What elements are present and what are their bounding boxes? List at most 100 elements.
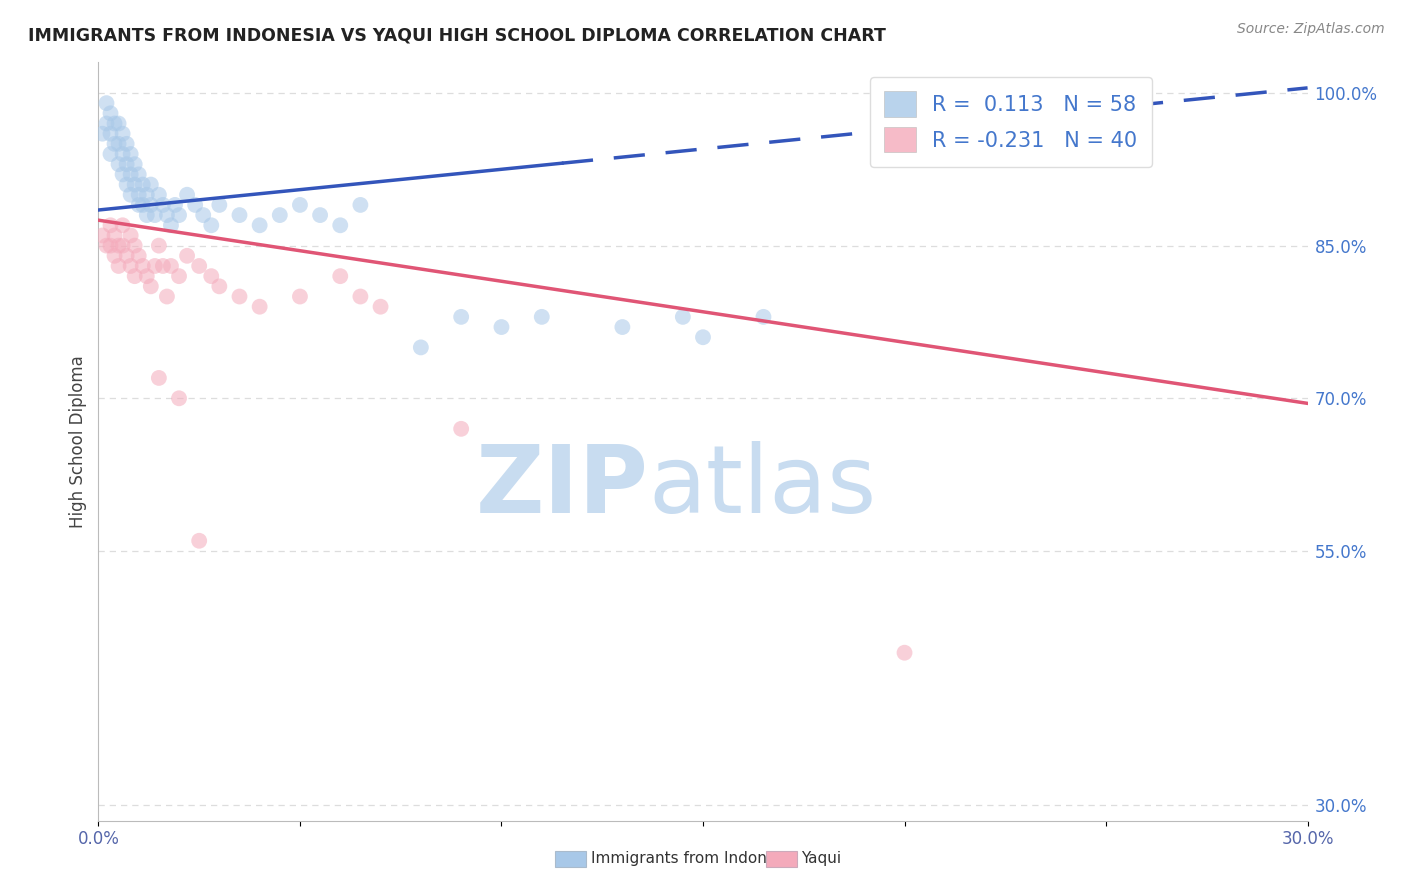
Point (132, 259, 155, 273)
Point (491, 320, 513, 334)
Text: atlas: atlas (648, 441, 877, 533)
Point (188, 259, 211, 273)
Point (128, 198, 150, 212)
Point (135, 208, 157, 222)
Point (530, 310, 553, 324)
Point (120, 228, 142, 243)
Point (107, 238, 129, 252)
Point (124, 178, 146, 192)
Point (100, 219, 122, 233)
Point (156, 208, 179, 222)
Point (139, 198, 162, 212)
Point (249, 300, 271, 314)
Point (612, 320, 634, 334)
Point (249, 219, 271, 233)
Point (184, 198, 207, 212)
Point (309, 208, 332, 222)
Point (115, 249, 138, 263)
Point (193, 208, 215, 222)
Point (115, 178, 138, 192)
Point (893, 646, 915, 660)
Point (135, 269, 157, 284)
Point (139, 178, 162, 192)
Point (107, 157, 129, 171)
Point (107, 136, 129, 151)
Text: Immigrants from Indonesia: Immigrants from Indonesia (591, 852, 797, 866)
Point (269, 208, 291, 222)
Point (672, 310, 695, 324)
Text: IMMIGRANTS FROM INDONESIA VS YAQUI HIGH SCHOOL DIPLOMA CORRELATION CHART: IMMIGRANTS FROM INDONESIA VS YAQUI HIGH … (28, 27, 886, 45)
Point (128, 187, 150, 202)
Point (135, 187, 157, 202)
Text: Source: ZipAtlas.com: Source: ZipAtlas.com (1237, 22, 1385, 37)
Point (120, 187, 142, 202)
Text: Yaqui: Yaqui (801, 852, 842, 866)
Point (96, 238, 118, 252)
Point (103, 116, 125, 130)
Point (160, 219, 183, 233)
Point (228, 289, 250, 303)
Point (124, 157, 146, 171)
Point (143, 208, 166, 222)
Point (200, 269, 222, 284)
Point (692, 330, 714, 344)
Point (349, 198, 371, 212)
Point (167, 269, 190, 284)
Point (176, 249, 198, 263)
Point (288, 289, 311, 303)
Point (100, 106, 122, 120)
Point (176, 187, 198, 202)
Point (163, 198, 186, 212)
Point (349, 289, 371, 303)
Text: ZIP: ZIP (475, 441, 648, 533)
Point (96, 116, 118, 130)
Point (100, 127, 122, 141)
Point (148, 187, 170, 202)
Legend: R =  0.113   N = 58, R = -0.231   N = 40: R = 0.113 N = 58, R = -0.231 N = 40 (870, 77, 1152, 167)
Point (208, 279, 231, 293)
Point (128, 168, 150, 182)
Point (111, 219, 134, 233)
Point (111, 127, 134, 141)
Point (188, 533, 211, 548)
Point (120, 259, 142, 273)
Point (111, 238, 134, 252)
Point (329, 219, 352, 233)
Point (107, 259, 129, 273)
Point (107, 116, 129, 130)
Point (450, 310, 472, 324)
Point (160, 259, 183, 273)
Point (370, 300, 392, 314)
Y-axis label: High School Diploma: High School Diploma (69, 355, 87, 528)
Point (132, 198, 155, 212)
Point (752, 310, 775, 324)
Point (167, 392, 190, 406)
Point (103, 136, 125, 151)
Point (115, 157, 138, 171)
Point (111, 168, 134, 182)
Point (91, 228, 114, 243)
Point (329, 269, 352, 284)
Point (152, 198, 174, 212)
Point (120, 168, 142, 182)
Point (228, 208, 250, 222)
Point (103, 228, 125, 243)
Point (120, 147, 142, 161)
Point (100, 238, 122, 252)
Point (115, 136, 138, 151)
Point (139, 279, 162, 293)
Point (132, 178, 155, 192)
Point (450, 422, 472, 436)
Point (148, 371, 170, 385)
Point (124, 238, 146, 252)
Point (208, 198, 231, 212)
Point (143, 259, 166, 273)
Point (148, 238, 170, 252)
Point (152, 259, 174, 273)
Point (156, 289, 179, 303)
Point (128, 249, 150, 263)
Point (111, 147, 134, 161)
Point (124, 269, 146, 284)
Point (167, 208, 190, 222)
Point (91, 127, 114, 141)
